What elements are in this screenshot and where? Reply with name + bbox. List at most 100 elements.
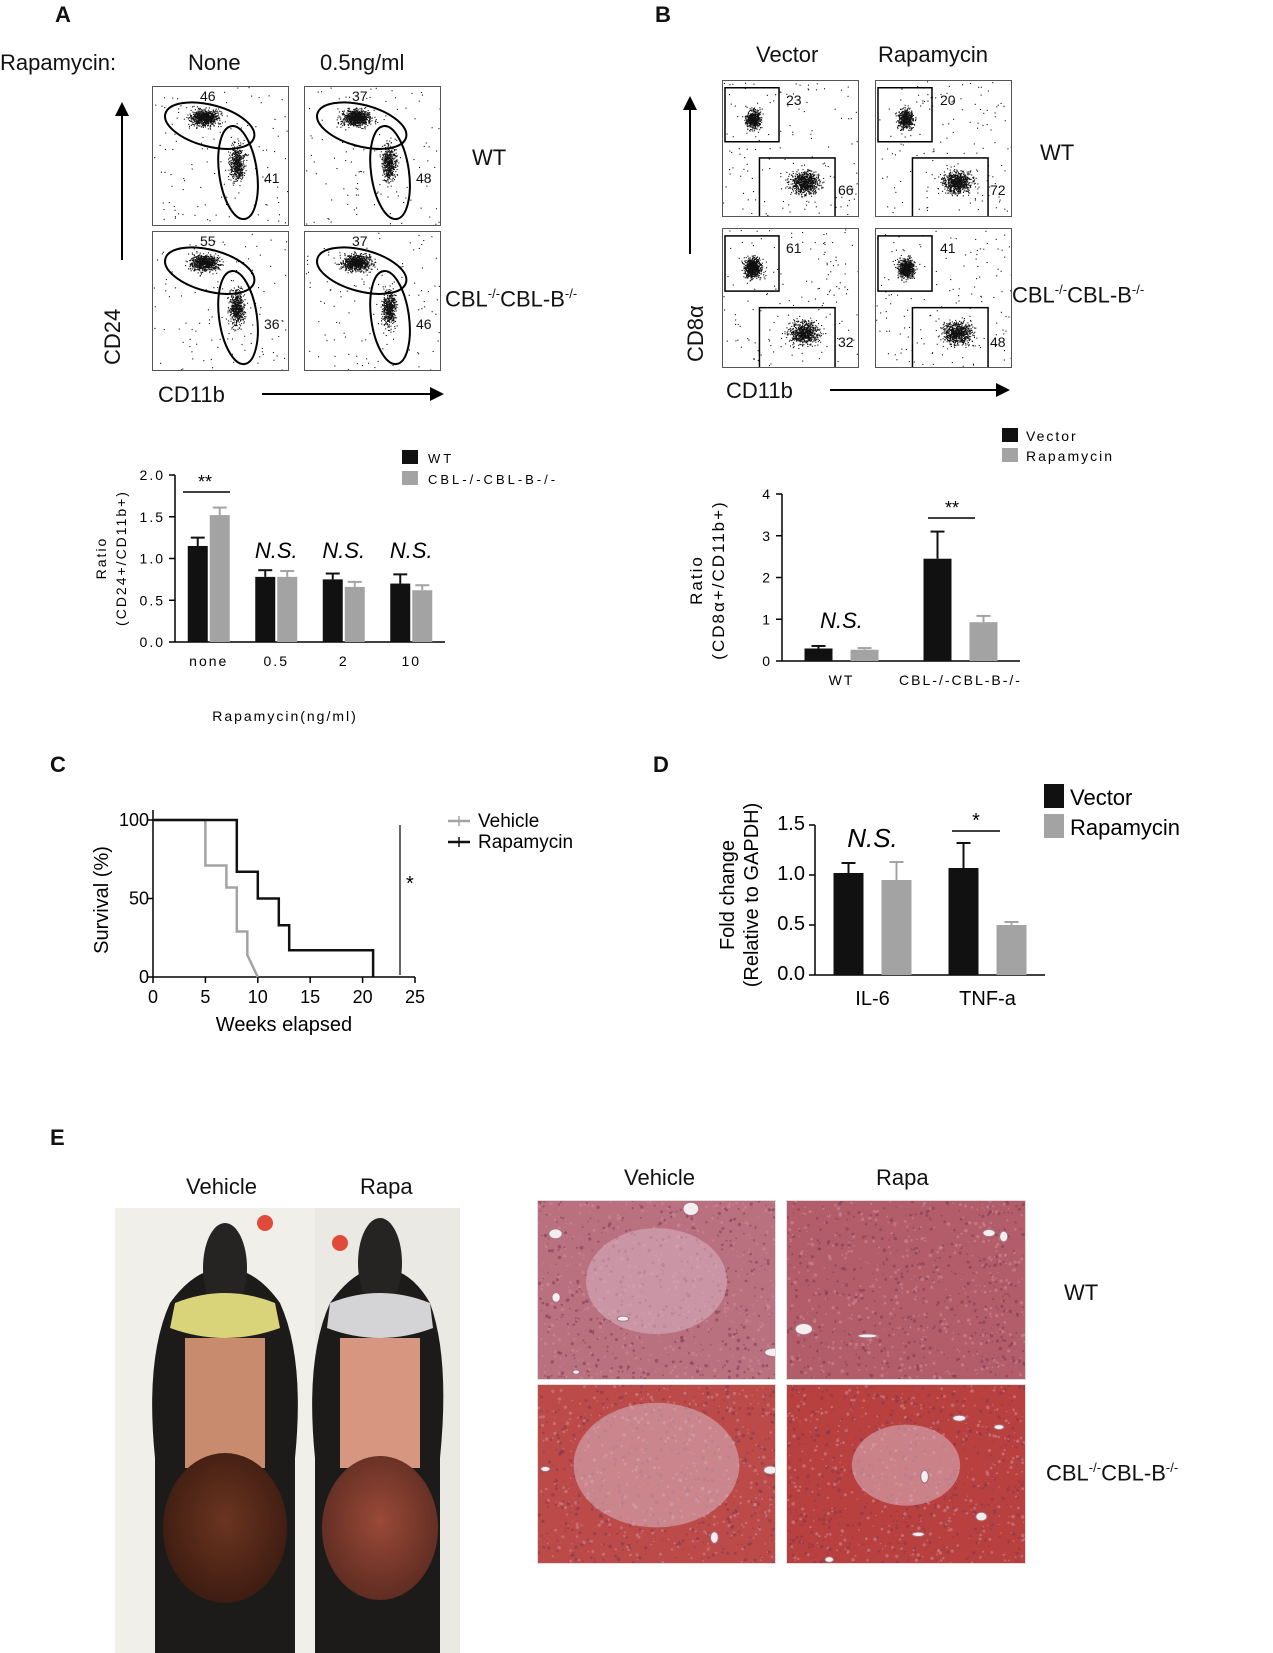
panelB-y-arrow [683, 96, 697, 254]
bar [881, 880, 912, 975]
x-axis-title: Weeks elapsed [216, 1014, 352, 1036]
gate-b-wt-rapa-bottom: 72 [990, 182, 1006, 198]
x-tick-label: TNF-a [959, 988, 1017, 1010]
bar [390, 583, 411, 642]
legend-label-rapa: Rapamycin [1026, 448, 1114, 464]
gate-b-ko-rapa-top: 41 [940, 240, 956, 256]
y-axis-title: Survival (%) [91, 846, 113, 954]
x-tick-label: 10 [248, 987, 268, 1007]
annotation-sig: ** [945, 498, 959, 518]
bar [322, 579, 343, 642]
panelB-col-vector: Vector [756, 42, 819, 67]
y-axis-title: Ratio [93, 537, 109, 580]
legend-label-vehicle: Vehicle [478, 811, 539, 832]
panel-label-c: C [50, 752, 66, 777]
legend-swatch-rapa [1002, 448, 1018, 462]
flow-plot-a-wt-none [152, 86, 289, 226]
y-tick-label: 50 [129, 889, 149, 909]
legend-label-ko: CBL-/-CBL-B-/- [428, 472, 558, 487]
legend-swatch-vector [1002, 428, 1018, 442]
bar [804, 648, 833, 661]
x-tick-label: 2 [339, 653, 349, 669]
bar-chart-a: 0.0 0.5 1.0 1.5 2.0 none 0.5 2 10 ** N.S. N.S. N.S. R… [93, 450, 558, 724]
x-tick-label: 0 [148, 987, 158, 1007]
y-tick-label: 1.0 [777, 863, 805, 885]
x-tick-label: IL-6 [855, 988, 889, 1010]
x-tick-label: 15 [300, 987, 320, 1007]
bar-chart-b: 0 1 2 3 4 WT CBL-/-CBL-B-/- N.S. ** Ratio (CD8α+/C… [687, 428, 1114, 688]
panelB-row-ko: CBL-/-CBL-B-/- [1012, 282, 1145, 308]
bar-chart-d: 0.0 0.5 1.0 1.5 IL-6 TNF-a N.S. * Fold change (Re… [717, 784, 1180, 1010]
annotation-sig: * [406, 873, 414, 895]
gate-b-wt-vector-bottom: 66 [838, 182, 854, 198]
survival-line-0 [153, 818, 259, 978]
legend-label-wt: WT [428, 451, 454, 466]
flow-plot-b-ko-vector [722, 228, 859, 368]
histo-label-vehicle: Vehicle [624, 1165, 695, 1190]
photo-label-rapa: Rapa [360, 1174, 413, 1199]
histology-wt-vehicle [537, 1200, 776, 1380]
y-axis-title: Fold change [717, 840, 739, 950]
panelB-col-rapa: Rapamycin [878, 42, 989, 67]
photo-label-vehicle: Vehicle [186, 1174, 257, 1199]
gate-a-wt-none-top: 46 [200, 88, 216, 104]
x-tick-label: 25 [405, 987, 425, 1007]
gate-b-wt-rapa-top: 20 [940, 92, 956, 108]
legend-label-rapa: Rapamycin [478, 832, 573, 853]
panelA-y-axis-label: CD24 [100, 308, 125, 365]
bar [923, 558, 952, 661]
bar [969, 622, 998, 661]
x-tick-label: 5 [200, 987, 210, 1007]
gate-a-wt-rapa-top: 37 [352, 88, 368, 104]
y-axis-title-2: (CD8α+/CD11b+) [709, 500, 728, 659]
panelA-x-arrow [262, 387, 444, 401]
gate-a-ko-none-bottom: 36 [264, 316, 280, 332]
bar [255, 576, 276, 642]
y-tick-label: 0.5 [140, 592, 165, 608]
y-tick-label: 2.0 [140, 467, 165, 483]
gate-b-ko-vector-top: 61 [786, 240, 802, 256]
x-tick-label: 0.5 [264, 653, 289, 669]
histology-ko-vehicle [537, 1384, 776, 1564]
panelA-col-dose: 0.5ng/ml [320, 50, 405, 75]
gate-a-wt-none-bottom: 41 [264, 170, 280, 186]
y-tick-label: 100 [119, 810, 149, 830]
bar [996, 925, 1027, 975]
histology-ko-rapa [786, 1384, 1026, 1564]
legend-swatch-vector [1044, 784, 1064, 808]
panelB-row-wt: WT [1040, 140, 1075, 165]
panelA-col-none: None [188, 50, 241, 75]
histology-wt-rapa [786, 1200, 1026, 1380]
y-axis-title-2: (Relative to GAPDH) [741, 803, 763, 988]
annotation-ns: N.S. [847, 823, 898, 853]
gate-b-ko-rapa-bottom: 48 [990, 334, 1006, 350]
y-axis-title-2: (CD24+/CD11b+) [113, 490, 129, 626]
y-axis-title: Ratio [687, 555, 706, 605]
annotation-ns: N.S. [255, 538, 298, 563]
y-tick-label: 0.0 [777, 963, 805, 985]
panelA-y-arrow [115, 102, 129, 260]
gate-a-wt-rapa-bottom: 48 [416, 170, 432, 186]
flow-plot-a-wt-rapa [304, 86, 441, 226]
annotation-sig: ** [198, 472, 212, 492]
histo-label-rapa: Rapa [876, 1165, 929, 1190]
y-tick-label: 1.5 [140, 509, 165, 525]
panelB-x-axis-label: CD11b [726, 378, 793, 403]
x-tick-label: none [189, 653, 228, 669]
flow-plot-b-ko-rapa [875, 228, 1012, 368]
bar [344, 586, 365, 642]
bar [277, 576, 298, 642]
bar [187, 545, 208, 642]
annotation-sig: * [972, 810, 980, 832]
annotation-ns: N.S. [820, 608, 863, 633]
bar [833, 873, 864, 975]
legend-label-rapa: Rapamycin [1070, 815, 1180, 840]
flow-plot-a-ko-none [152, 231, 289, 371]
panel-label-a: A [55, 2, 71, 27]
flow-plot-b-wt-rapa [875, 80, 1012, 217]
bar [850, 649, 879, 661]
panelA-row-wt: WT [472, 145, 507, 170]
annotation-ns: N.S. [390, 538, 433, 563]
legend-label-vector: Vector [1070, 785, 1132, 810]
gate-a-ko-rapa-top: 37 [352, 233, 368, 249]
